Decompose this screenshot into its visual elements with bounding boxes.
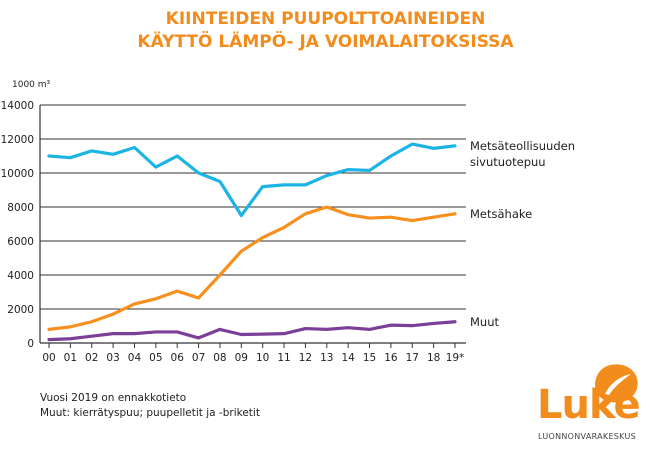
note-others: Muut: kierrätyspuu; puupelletit ja -brik… xyxy=(40,407,260,419)
series-label: sivutuotepuu xyxy=(470,155,546,169)
series-label: Metsäteollisuuden xyxy=(470,139,575,153)
x-tick-label: 03 xyxy=(106,352,119,364)
x-tick-label: 12 xyxy=(299,352,312,364)
title-line-2: KÄYTTÖ LÄMPÖ- JA VOIMALAITOKSISSA xyxy=(137,32,514,52)
x-tick-label: 15 xyxy=(363,352,376,364)
y-tick-label: 12000 xyxy=(1,134,34,146)
x-tick-label: 18 xyxy=(427,352,440,364)
x-tick-label: 10 xyxy=(256,352,269,364)
x-tick-label: 06 xyxy=(171,352,185,364)
y-tick-label: 4000 xyxy=(7,270,34,282)
title-line-1: KIINTEIDEN PUUPOLTTOAINEIDEN xyxy=(165,9,486,29)
leaf-bubble-icon xyxy=(595,364,638,410)
x-tick-label: 14 xyxy=(341,352,355,364)
chart-title: KIINTEIDEN PUUPOLTTOAINEIDEN KÄYTTÖ LÄMP… xyxy=(0,8,651,54)
y-tick-label: 6000 xyxy=(7,236,34,248)
x-tick-label: 04 xyxy=(128,352,142,364)
x-tick-label: 11 xyxy=(277,352,290,364)
logo-subtitle: LUONNONVARAKESKUS xyxy=(538,432,637,441)
y-tick-label: 2000 xyxy=(7,304,34,316)
y-tick-label: 10000 xyxy=(1,168,34,180)
x-tick-label: 07 xyxy=(192,352,205,364)
note-preliminary: Vuosi 2019 on ennakkotieto xyxy=(40,392,187,404)
x-tick-label: 00 xyxy=(42,352,55,364)
series-label: Metsähake xyxy=(470,207,532,221)
luke-logo: Luke LUONNONVARAKESKUS xyxy=(537,362,647,452)
x-tick-label: 13 xyxy=(320,352,333,364)
series-label: Muut xyxy=(470,315,499,329)
series-line-0 xyxy=(47,142,457,218)
x-tick-label: 17 xyxy=(406,352,419,364)
x-tick-label: 16 xyxy=(384,352,398,364)
x-tick-label: 05 xyxy=(149,352,162,364)
y-tick-label: 8000 xyxy=(7,202,34,214)
x-tick-label: 08 xyxy=(213,352,226,364)
x-tick-label: 19* xyxy=(446,352,465,364)
y-tick-label: 0 xyxy=(27,338,34,350)
series-line-1 xyxy=(47,205,457,331)
y-axis-unit: 1000 m³ xyxy=(12,80,51,90)
y-tick-label: 14000 xyxy=(1,100,34,112)
x-tick-label: 02 xyxy=(85,352,98,364)
x-tick-label: 09 xyxy=(235,352,248,364)
series-line-2 xyxy=(47,320,457,342)
logo-name: Luke xyxy=(537,382,641,428)
x-tick-label: 01 xyxy=(64,352,77,364)
